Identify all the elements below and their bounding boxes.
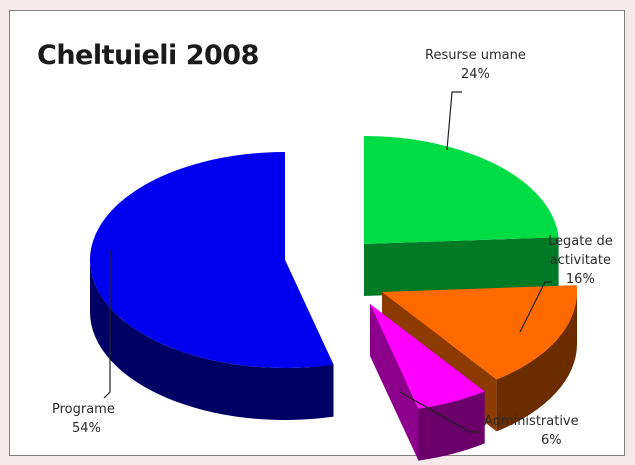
leader-legate (519, 281, 552, 333)
slice-0-top (364, 136, 559, 244)
label-resurse-umane: Resurse umane 24% (425, 46, 526, 84)
slice-3-outer-wall-0 (90, 260, 334, 421)
slice-name-legate-line1: Legate de (548, 234, 613, 249)
slice-0-wall-1 (364, 237, 559, 296)
slice-2-top (370, 304, 485, 409)
slice-1-outer-wall-0 (496, 292, 577, 432)
chart-title: Cheltuieli 2008 (37, 40, 259, 71)
slice-value-programe: 54% (72, 421, 101, 436)
slice-3-top (90, 152, 334, 368)
label-administrative: Administrative 6% (484, 412, 579, 450)
label-programe: Programe 54% (52, 400, 115, 438)
leader-programe (103, 250, 111, 399)
leader-administrative (399, 391, 482, 433)
slice-name-administrative: Administrative (484, 414, 579, 429)
slice-name-programe: Programe (52, 402, 115, 417)
slice-2-wall-1 (370, 304, 419, 461)
slice-value-administrative: 6% (541, 433, 562, 448)
label-legate-de-activitate: Legate de activitate 16% (548, 232, 613, 289)
slice-1-top (382, 285, 577, 380)
slice-name-resurse-umane: Resurse umane (425, 48, 526, 63)
slice-2-outer-wall-0 (418, 391, 485, 461)
slice-value-legate: 16% (565, 272, 595, 287)
leader-resurse-umane (446, 91, 462, 151)
slice-value-resurse-umane: 24% (460, 67, 490, 82)
slice-name-legate-line2: activitate (549, 253, 611, 268)
